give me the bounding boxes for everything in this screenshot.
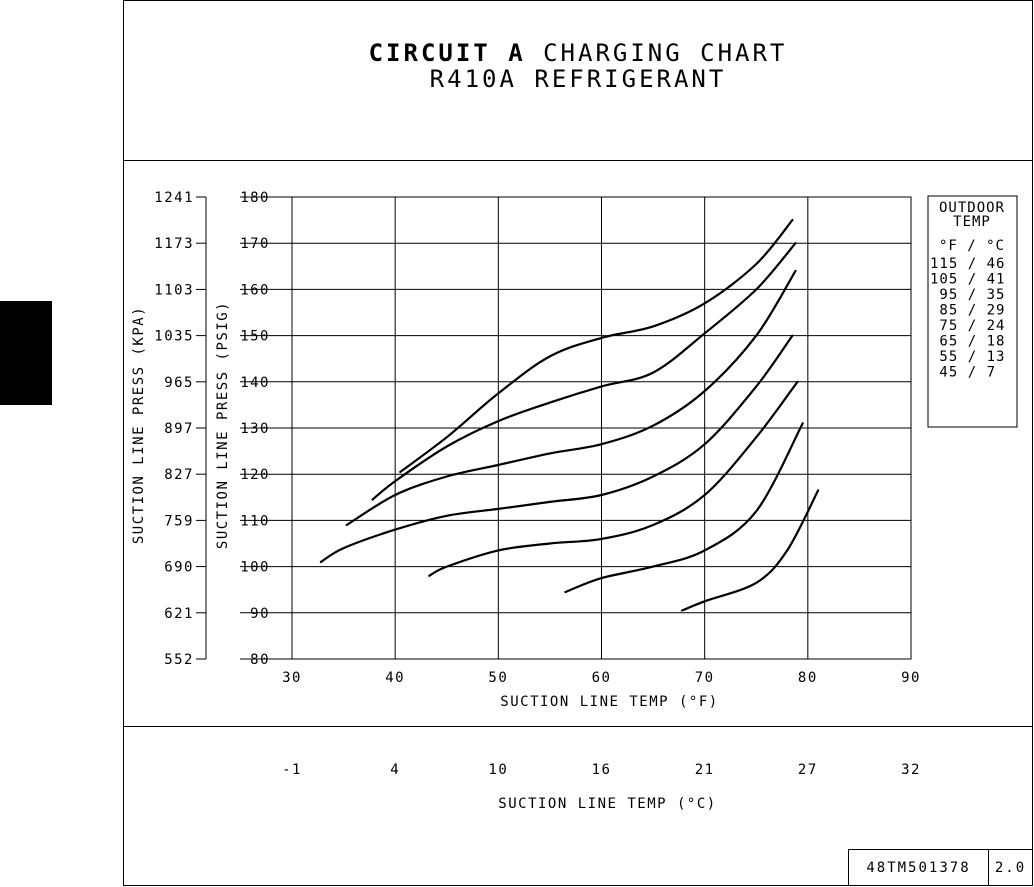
y-tick-label: 160	[240, 282, 270, 298]
chart-frame	[123, 0, 1033, 886]
x-tick-label: 60	[592, 670, 612, 686]
legend-title: OUTDOOR	[939, 200, 1005, 216]
kpa-axis-title: SUCTION LINE PRESS (KPA)	[131, 306, 147, 544]
kpa-tick-label: 965	[164, 375, 194, 391]
legend-header: °F / °C	[939, 238, 1005, 254]
legend-entry: 105 / 41	[930, 272, 1005, 288]
legend-entry: 45 / 7	[930, 365, 996, 381]
x-tick-label: 50	[488, 670, 508, 686]
x-tick-label: 90	[901, 670, 921, 686]
legend-entry: 115 / 46	[930, 256, 1005, 272]
chart-subtitle: R410A REFRIGERANT	[429, 65, 727, 93]
kpa-tick-label: 621	[164, 606, 194, 622]
legend-box	[927, 195, 1018, 428]
chart-title-block: CIRCUIT A CHARGING CHART R410A REFRIGERA…	[123, 40, 1033, 92]
x-tick-label: 40	[385, 670, 405, 686]
legend-entry: 75 / 24	[930, 318, 1005, 334]
x-tick-label: 70	[695, 670, 715, 686]
y-tick-label: 170	[240, 236, 270, 252]
celsius-tick-label: 21	[695, 762, 715, 778]
kpa-tick-label: 1035	[154, 329, 194, 345]
x-axis-title: SUCTION LINE TEMP (°F)	[500, 694, 718, 710]
series-line	[319, 334, 794, 564]
y-tick-label: 130	[240, 421, 270, 437]
celsius-axis-title: SUCTION LINE TEMP (°C)	[498, 796, 716, 812]
x-tick-label: 80	[798, 670, 818, 686]
kpa-tick-label: 552	[164, 652, 194, 668]
kpa-tick-label: 759	[164, 513, 194, 529]
side-index-tab	[0, 301, 52, 405]
y-tick-label: 120	[240, 467, 270, 483]
y-tick-label: 180	[240, 190, 270, 206]
y-tick-label: 110	[240, 513, 270, 529]
legend-entry: 55 / 13	[930, 349, 1005, 365]
y-tick-label: 100	[240, 560, 270, 576]
celsius-tick-label: 27	[798, 762, 818, 778]
celsius-tick-label: 32	[901, 762, 921, 778]
drawing-number: 48TM501378	[848, 849, 989, 886]
kpa-tick-label: 897	[164, 421, 194, 437]
series-line	[680, 489, 820, 612]
kpa-tick-label: 1103	[154, 282, 194, 298]
series-line	[428, 380, 799, 577]
kpa-tick-label: 690	[164, 560, 194, 576]
revision-number: 2.0	[988, 849, 1033, 886]
series-line	[345, 269, 797, 527]
series-line	[564, 422, 804, 594]
title-divider	[123, 160, 1033, 161]
x-tick-label: 30	[282, 670, 302, 686]
celsius-tick-label: 10	[488, 762, 508, 778]
legend-entry: 65 / 18	[930, 334, 1005, 350]
kpa-tick-label: 1173	[154, 236, 194, 252]
chart-title: CIRCUIT A CHARGING CHART	[123, 40, 1033, 66]
kpa-tick-label: 827	[164, 467, 194, 483]
y-tick-label: 90	[250, 606, 270, 622]
chart-title-rest: CHARGING CHART	[543, 39, 788, 67]
celsius-tick-label: 4	[390, 762, 400, 778]
y-tick-label: 150	[240, 329, 270, 345]
y-tick-label: 80	[250, 652, 270, 668]
legend-entry: 95 / 35	[930, 287, 1005, 303]
series-line	[371, 242, 797, 501]
y-tick-label: 140	[240, 375, 270, 391]
celsius-tick-label: -1	[282, 762, 302, 778]
celsius-tick-label: 16	[592, 762, 612, 778]
chart-title-bold: CIRCUIT A	[368, 39, 526, 67]
series-line	[399, 219, 794, 473]
plot-divider	[123, 726, 1033, 727]
kpa-tick-label: 1241	[154, 190, 194, 206]
y-axis-title: SUCTION LINE PRESS (PSIG)	[215, 301, 231, 549]
legend-entry: 85 / 29	[930, 303, 1005, 319]
legend-title: TEMP	[953, 214, 991, 230]
